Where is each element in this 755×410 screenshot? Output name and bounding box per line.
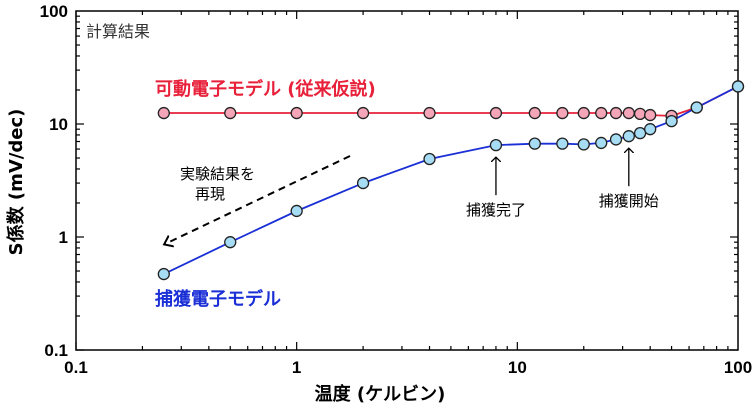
data-point-series-0 [356, 106, 370, 120]
data-point-series-1 [528, 137, 541, 150]
data-point-series-0 [577, 106, 590, 120]
corner-note: 計算結果 [86, 22, 150, 41]
data-point-series-1 [609, 133, 623, 146]
annotation-trap-complete: 捕獲完了 [466, 201, 526, 219]
y-tick-label: 1 [59, 228, 68, 247]
y-tick-label: 10 [49, 115, 68, 134]
data-point-series-0 [423, 106, 436, 120]
data-point-series-1 [644, 123, 657, 136]
annotation-reproduce-line2: 再現 [195, 185, 225, 203]
data-point-series-1 [690, 101, 703, 114]
data-point-series-1 [731, 80, 745, 93]
data-point-series-1 [556, 137, 569, 150]
data-point-series-0 [556, 106, 569, 120]
x-tick-label: 0.1 [64, 358, 88, 377]
data-point-series-1 [577, 138, 590, 151]
series-label-trapped-electron: 捕獲電子モデル [155, 288, 281, 310]
dashed-arrow [165, 155, 351, 244]
x-tick-label: 1 [292, 358, 301, 377]
plot-area-frame [75, 10, 739, 351]
data-point-series-0 [489, 106, 503, 120]
y-axis-title: S係数 (mV/dec) [5, 109, 27, 256]
data-point-series-0 [644, 108, 657, 122]
data-point-series-0 [622, 106, 635, 120]
data-point-series-1 [622, 130, 635, 143]
series-label-mobile-electron: 可動電子モデル (従来仮説) [155, 78, 376, 100]
data-point-series-1 [595, 136, 608, 150]
x-tick-label: 100 [724, 358, 752, 377]
axis-ticks: 0.1 1 10 100 0.1 1 10 100 [40, 2, 753, 377]
data-point-series-1 [633, 126, 647, 140]
data-point-series-0 [609, 106, 623, 120]
annotation-trap-start: 捕獲開始 [599, 192, 659, 210]
data-point-series-1 [290, 204, 303, 218]
data-point-series-1 [665, 114, 678, 128]
data-point-series-0 [224, 106, 237, 120]
y-tick-label: 100 [40, 2, 68, 21]
x-tick-label: 10 [508, 358, 527, 377]
data-point-series-0 [290, 106, 303, 120]
data-point-series-1 [356, 176, 370, 190]
data-point-series-0 [633, 107, 647, 120]
data-point-series-0 [595, 106, 608, 120]
data-point-series-0 [528, 106, 541, 120]
annotation-reproduce-line1: 実験結果を [180, 165, 255, 183]
x-axis-title: 温度 (ケルビン) [315, 383, 446, 405]
data-point-series-1 [423, 152, 436, 166]
data-point-series-0 [157, 106, 170, 120]
y-tick-label: 0.1 [44, 341, 68, 360]
series-points [157, 80, 745, 281]
data-point-series-1 [157, 267, 170, 281]
data-point-series-1 [224, 236, 237, 249]
data-point-series-1 [489, 138, 503, 152]
